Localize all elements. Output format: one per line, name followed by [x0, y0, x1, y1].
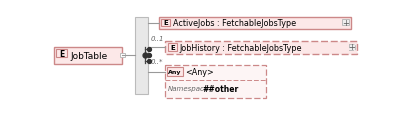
- Bar: [342, 20, 348, 26]
- Text: E: E: [170, 45, 175, 51]
- Text: +: +: [341, 18, 348, 27]
- Bar: [164, 66, 265, 98]
- Text: ActiveJobs : FetchableJobsType: ActiveJobs : FetchableJobsType: [172, 19, 295, 28]
- Bar: [135, 17, 148, 94]
- Bar: [161, 19, 170, 27]
- Bar: [164, 42, 356, 54]
- Text: ##other: ##other: [202, 84, 238, 93]
- Text: 0..1: 0..1: [150, 35, 163, 41]
- Bar: [54, 47, 122, 64]
- Bar: [168, 44, 177, 51]
- Bar: [120, 53, 124, 58]
- Bar: [56, 50, 66, 58]
- Text: E: E: [59, 49, 64, 58]
- Text: 0..*: 0..*: [150, 59, 162, 65]
- Bar: [167, 68, 182, 76]
- Text: JobTable: JobTable: [70, 51, 107, 60]
- Text: Any: Any: [168, 70, 181, 75]
- Text: +: +: [347, 43, 354, 52]
- Text: Namespace: Namespace: [168, 86, 209, 91]
- Bar: [158, 17, 350, 30]
- Text: JobHistory : FetchableJobsType: JobHistory : FetchableJobsType: [179, 44, 302, 52]
- Text: E: E: [163, 20, 168, 26]
- Text: <Any>: <Any>: [184, 68, 213, 76]
- Bar: [348, 44, 354, 50]
